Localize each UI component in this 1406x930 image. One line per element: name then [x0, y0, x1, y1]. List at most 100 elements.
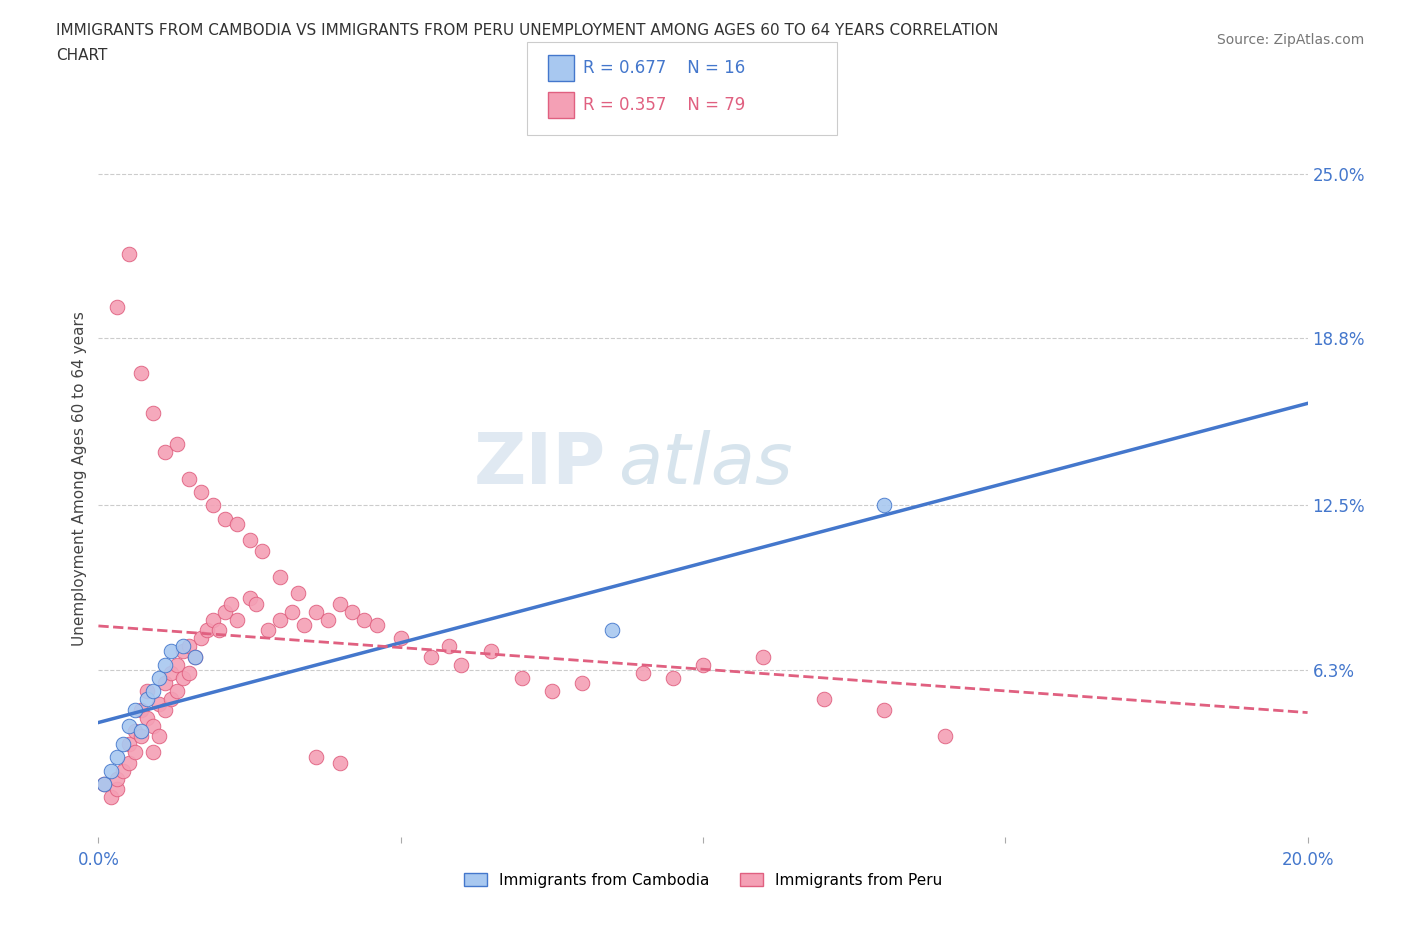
Point [692, 658, 714, 672]
Point [420, 649, 443, 664]
Point [160, 692, 183, 707]
Point [269, 612, 291, 627]
Point [292, 618, 315, 632]
Point [118, 755, 141, 770]
Point [190, 485, 212, 499]
Point [873, 498, 896, 513]
Point [118, 718, 141, 733]
Point [269, 570, 291, 585]
Point [226, 612, 249, 627]
Point [245, 596, 267, 611]
Point [142, 405, 165, 420]
Point [124, 745, 146, 760]
Point [129, 729, 152, 744]
Point [214, 604, 236, 619]
Point [135, 692, 157, 707]
Legend: Immigrants from Cambodia, Immigrants from Peru: Immigrants from Cambodia, Immigrants fro… [458, 867, 948, 894]
Point [172, 671, 194, 685]
Point [172, 644, 194, 658]
Point [934, 729, 956, 744]
Text: atlas: atlas [619, 431, 793, 499]
Point [179, 665, 201, 680]
Point [602, 623, 624, 638]
Point [329, 596, 352, 611]
Point [118, 246, 141, 261]
Point [153, 445, 176, 459]
Point [148, 697, 170, 711]
Point [142, 684, 165, 698]
Point [129, 724, 152, 738]
Point [256, 623, 278, 638]
Point [166, 658, 188, 672]
Point [239, 591, 262, 605]
Text: R = 0.677    N = 16: R = 0.677 N = 16 [583, 59, 745, 77]
Point [329, 755, 352, 770]
Point [153, 702, 176, 717]
Point [214, 512, 236, 526]
Point [305, 604, 328, 619]
Point [111, 737, 134, 751]
Point [481, 644, 503, 658]
Point [631, 665, 654, 680]
Point [190, 631, 212, 645]
Text: R = 0.357    N = 79: R = 0.357 N = 79 [583, 96, 745, 114]
Point [166, 684, 188, 698]
Point [305, 750, 328, 764]
Point [160, 644, 183, 658]
Point [179, 639, 201, 654]
Point [142, 718, 165, 733]
Point [540, 684, 562, 698]
Point [239, 533, 262, 548]
Point [873, 702, 896, 717]
Point [111, 764, 134, 778]
Point [129, 365, 152, 380]
Point [342, 604, 364, 619]
Point [105, 750, 128, 764]
Point [179, 472, 201, 486]
Point [135, 711, 157, 725]
Point [118, 737, 141, 751]
Point [287, 586, 309, 601]
Point [250, 543, 273, 558]
Point [160, 665, 183, 680]
Point [202, 612, 225, 627]
Point [100, 764, 122, 778]
Point [353, 612, 375, 627]
Point [752, 649, 775, 664]
Point [129, 702, 152, 717]
Point [142, 745, 165, 760]
Point [510, 671, 533, 685]
Point [202, 498, 225, 513]
Point [105, 771, 128, 786]
Point [226, 516, 249, 531]
Point [281, 604, 304, 619]
Point [148, 671, 170, 685]
Text: Source: ZipAtlas.com: Source: ZipAtlas.com [1216, 33, 1364, 46]
Point [195, 623, 218, 638]
Point [221, 596, 243, 611]
Point [172, 639, 194, 654]
Point [571, 676, 593, 691]
Point [389, 631, 412, 645]
Point [450, 658, 472, 672]
Point [153, 658, 176, 672]
Point [208, 623, 231, 638]
Point [105, 782, 128, 797]
Point [661, 671, 683, 685]
Point [93, 777, 115, 791]
Point [124, 724, 146, 738]
Point [437, 639, 460, 654]
Point [813, 692, 835, 707]
Point [184, 649, 207, 664]
Point [184, 649, 207, 664]
Text: CHART: CHART [56, 48, 108, 63]
Y-axis label: Unemployment Among Ages 60 to 64 years: Unemployment Among Ages 60 to 64 years [72, 312, 87, 646]
Point [124, 702, 146, 717]
Point [153, 676, 176, 691]
Text: IMMIGRANTS FROM CAMBODIA VS IMMIGRANTS FROM PERU UNEMPLOYMENT AMONG AGES 60 TO 6: IMMIGRANTS FROM CAMBODIA VS IMMIGRANTS F… [56, 23, 998, 38]
Point [148, 729, 170, 744]
Point [166, 437, 188, 452]
Point [100, 790, 122, 804]
Point [105, 299, 128, 314]
Point [316, 612, 339, 627]
